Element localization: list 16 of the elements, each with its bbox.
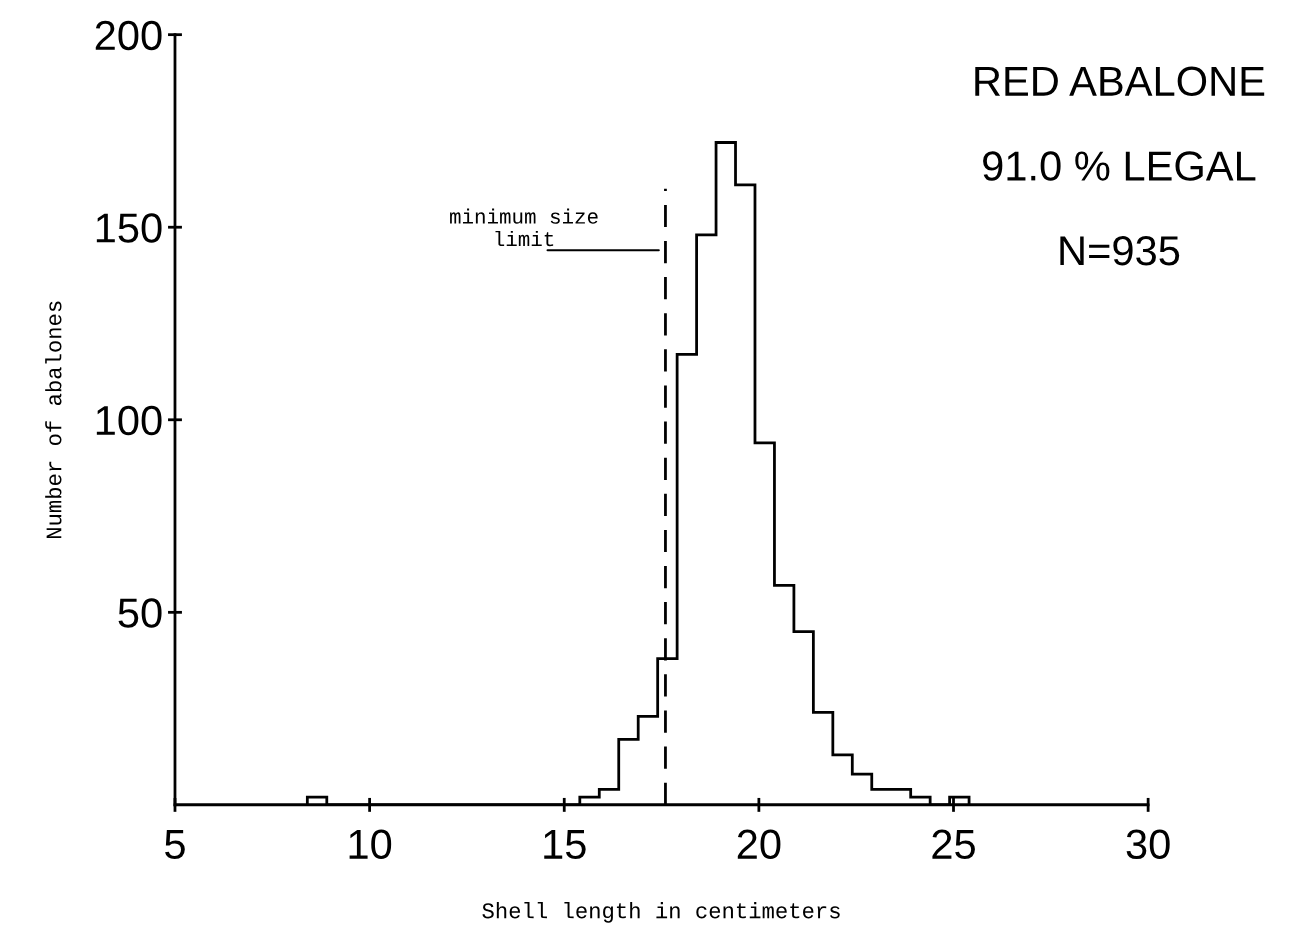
x-axis-title: Shell length in centimeters: [482, 902, 840, 923]
x-tick-label: 5: [165, 830, 185, 860]
x-tick-label: 15: [544, 830, 586, 860]
y-tick-label: 100: [96, 405, 162, 436]
x-tick-label: 20: [737, 829, 781, 860]
y-tick-label: 200: [95, 20, 162, 51]
y-tick-label: 50: [118, 598, 162, 628]
x-tick-label: 10: [349, 829, 392, 860]
annotation: RED ABALONE: [975, 66, 1265, 97]
annotation: N=935: [1060, 236, 1180, 266]
annotation: 91.0 % LEGAL: [983, 151, 1256, 181]
x-tick-label: 30: [1126, 829, 1170, 860]
y-axis-title: Number of abalones: [45, 301, 62, 539]
ref-line-label: minimum size limit: [450, 208, 598, 247]
x-tick-label: 25: [932, 829, 975, 860]
y-tick-label: 150: [96, 213, 162, 243]
